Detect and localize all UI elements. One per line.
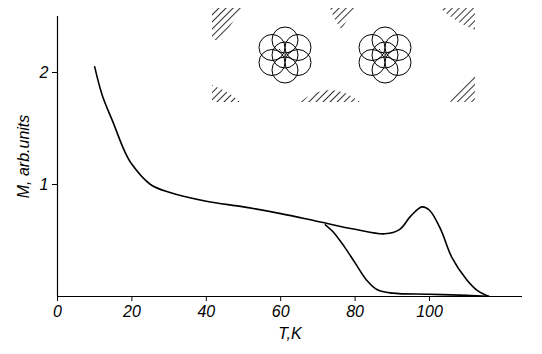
svg-text:100: 100: [416, 303, 443, 320]
svg-text:0: 0: [53, 303, 62, 320]
svg-text:60: 60: [272, 303, 290, 320]
svg-text:M, arb.units: M, arb.units: [15, 115, 32, 199]
svg-text:40: 40: [197, 303, 215, 320]
svg-text:1: 1: [40, 176, 49, 193]
svg-text:20: 20: [122, 303, 141, 320]
svg-text:T,K: T,K: [278, 325, 303, 342]
svg-text:80: 80: [346, 303, 364, 320]
svg-text:2: 2: [39, 64, 49, 81]
